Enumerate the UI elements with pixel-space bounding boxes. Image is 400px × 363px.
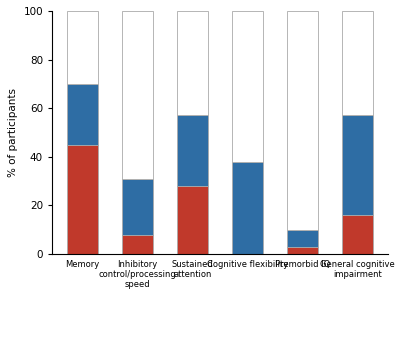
Bar — [342, 11, 373, 115]
Bar — [342, 115, 373, 215]
Bar — [288, 230, 318, 247]
Bar — [177, 115, 208, 186]
Bar — [342, 215, 373, 254]
Bar — [122, 179, 152, 234]
Bar — [122, 11, 152, 179]
Bar — [232, 11, 263, 162]
Bar — [67, 84, 98, 144]
Bar — [177, 11, 208, 115]
Y-axis label: % of participants: % of participants — [8, 88, 18, 177]
Bar — [177, 186, 208, 254]
Bar — [67, 11, 98, 84]
Bar — [122, 234, 152, 254]
Bar — [67, 144, 98, 254]
Bar — [288, 11, 318, 230]
Bar — [232, 162, 263, 254]
Bar — [288, 247, 318, 254]
